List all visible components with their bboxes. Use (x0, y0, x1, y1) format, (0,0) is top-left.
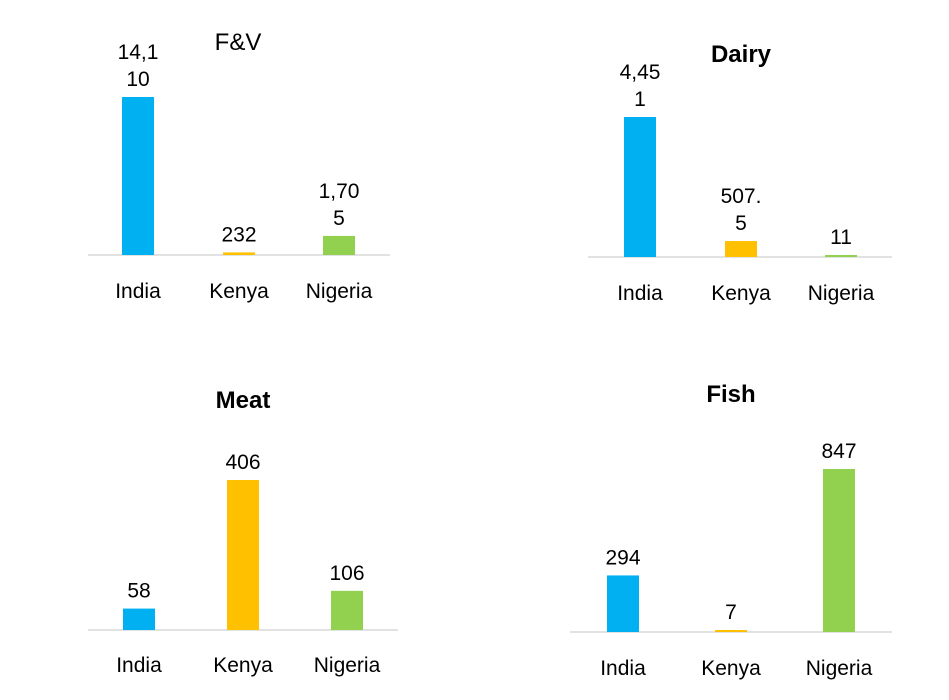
category-label: India (617, 282, 663, 305)
category-label: Kenya (711, 282, 771, 305)
chart-meat: Meat 58 India 406 Kenya 106 Nigeria (88, 387, 398, 677)
data-label: 14,1 (118, 41, 159, 64)
bar-kenya (227, 480, 259, 630)
data-label: 11 (830, 226, 852, 249)
bar-india (624, 117, 656, 257)
category-label: Nigeria (806, 657, 873, 680)
data-label: 232 (221, 223, 256, 246)
bar-kenya (223, 252, 255, 255)
data-label: 507. (721, 185, 762, 208)
category-label: India (116, 654, 162, 677)
bar-india (122, 97, 154, 255)
chart-title: Meat (216, 387, 271, 414)
chart-title: F&V (215, 29, 262, 56)
bar-nigeria (331, 590, 363, 630)
chart-f-v: F&V 14,1 10 India 232 Kenya 1,70 5 Nigeria (88, 29, 390, 303)
bar-india (123, 608, 155, 630)
category-label: Kenya (701, 657, 761, 680)
data-label: 294 (605, 546, 640, 569)
category-label: Kenya (209, 280, 269, 303)
bar-nigeria (323, 235, 355, 255)
category-label: India (115, 280, 161, 303)
data-label: 1 (634, 88, 646, 111)
category-label: Kenya (213, 654, 273, 677)
data-label: 7 (725, 601, 737, 624)
data-label: 4,45 (620, 61, 661, 84)
bar-india (607, 575, 639, 632)
chart-title: Fish (706, 381, 755, 408)
bar-nigeria (823, 469, 855, 632)
category-label: India (600, 657, 646, 680)
data-label: 847 (821, 440, 856, 463)
data-label: 1,70 (319, 180, 360, 203)
chart-title: Dairy (711, 41, 772, 68)
chart-dairy: Dairy 4,45 1 India 507. 5 Kenya 11 Nigeria (588, 41, 892, 305)
bar-nigeria (825, 255, 857, 257)
category-label: Nigeria (808, 282, 875, 305)
data-label: 10 (126, 68, 149, 91)
category-label: Nigeria (306, 280, 373, 303)
data-label: 406 (225, 451, 260, 474)
category-label: Nigeria (314, 654, 381, 677)
data-label: 5 (735, 212, 747, 235)
data-label: 106 (329, 562, 364, 585)
data-label: 58 (127, 580, 150, 603)
data-label: 5 (333, 207, 345, 230)
bar-kenya (725, 241, 757, 257)
chart-fish: Fish 294 India 7 Kenya 847 Nigeria (570, 381, 892, 680)
bar-kenya (715, 630, 747, 632)
